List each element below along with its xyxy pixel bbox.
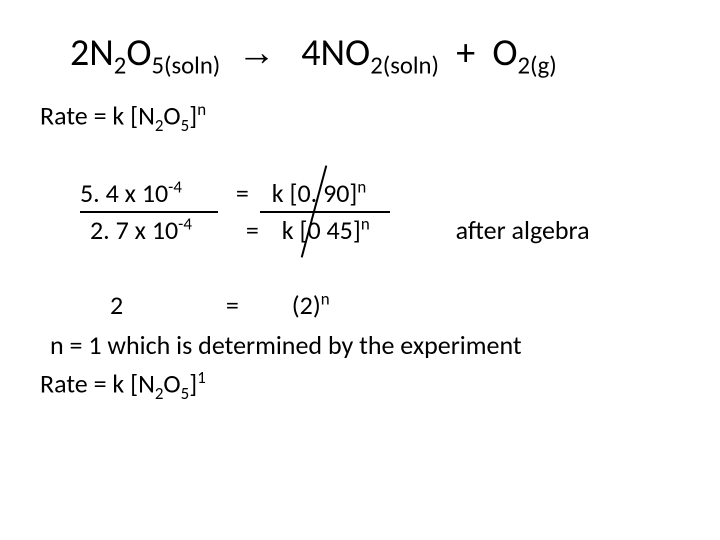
result-line: 2 = (2)n bbox=[110, 288, 680, 321]
ratio-bottom-row: 2. 7 x 10-4 = k [0 45]n after algebra bbox=[80, 212, 680, 248]
plus-sign: + bbox=[456, 30, 475, 76]
ratio-eq-top: = bbox=[236, 175, 266, 211]
ratio-lb-sup: -4 bbox=[178, 213, 192, 234]
ratio-rb-sup: n bbox=[361, 213, 370, 234]
ratio-lt-val: 5. 4 x 10 bbox=[80, 177, 168, 209]
result-left: 2 bbox=[110, 289, 220, 321]
result-right: (2)n bbox=[292, 289, 330, 321]
species2-no: NO bbox=[321, 30, 371, 76]
final-rate-expression: Rate = k [N2O5]1 bbox=[40, 367, 680, 404]
species3-sub: 2(g) bbox=[518, 50, 557, 81]
final-mid: O bbox=[163, 368, 180, 400]
after-algebra-note: after algebra bbox=[456, 212, 590, 248]
ratio-lb-val: 2. 7 x 10 bbox=[90, 214, 178, 246]
ratio-left-bot: 2. 7 x 10-4 bbox=[80, 212, 240, 248]
final-sub2: 5 bbox=[181, 383, 190, 404]
ratio-left-top: 5. 4 x 10-4 bbox=[80, 175, 230, 211]
coef-2: 4 bbox=[301, 30, 320, 76]
rate-prefix: Rate = k [N bbox=[40, 99, 155, 131]
ratio-block: 5. 4 x 10-4 = k [0. 90]n 2. 7 x 10-4 = k… bbox=[80, 175, 680, 248]
reaction-arrow: → bbox=[237, 32, 275, 74]
final-prefix: Rate = k [N bbox=[40, 368, 155, 400]
species2-sub: 2(soln) bbox=[370, 50, 439, 81]
chemical-equation: 2N2O5(soln) → 4NO2(soln) + O2(g) bbox=[70, 30, 680, 81]
species1-sub1: 2 bbox=[114, 50, 127, 81]
species1-n: N bbox=[89, 30, 114, 76]
rate-sup: n bbox=[197, 99, 206, 120]
final-sup: 1 bbox=[197, 367, 206, 388]
ratio-rt-sup: n bbox=[357, 177, 366, 198]
cancel-slash bbox=[293, 164, 333, 259]
species1-o: O bbox=[126, 30, 151, 76]
ratio-eq-bot: = bbox=[246, 212, 276, 248]
rate-expression: Rate = k [N2O5]n bbox=[40, 99, 680, 136]
coef-1: 2 bbox=[70, 30, 89, 76]
rate-mid: O bbox=[163, 99, 180, 131]
conclusion-text: n = 1 which is determined by the experim… bbox=[50, 329, 680, 361]
species3-o: O bbox=[492, 30, 517, 76]
rate-suffix: ] bbox=[189, 99, 197, 131]
ratio-lt-sup: -4 bbox=[168, 177, 182, 198]
result-right-val: (2) bbox=[292, 289, 321, 321]
ratio-top-row: 5. 4 x 10-4 = k [0. 90]n bbox=[80, 175, 680, 211]
rate-sub2: 5 bbox=[181, 114, 190, 135]
result-eq: = bbox=[226, 289, 286, 321]
result-right-sup: n bbox=[321, 288, 330, 309]
fraction-line-left bbox=[80, 211, 218, 213]
final-suffix: ] bbox=[189, 368, 197, 400]
species1-sub2: 5(soln) bbox=[151, 50, 220, 81]
